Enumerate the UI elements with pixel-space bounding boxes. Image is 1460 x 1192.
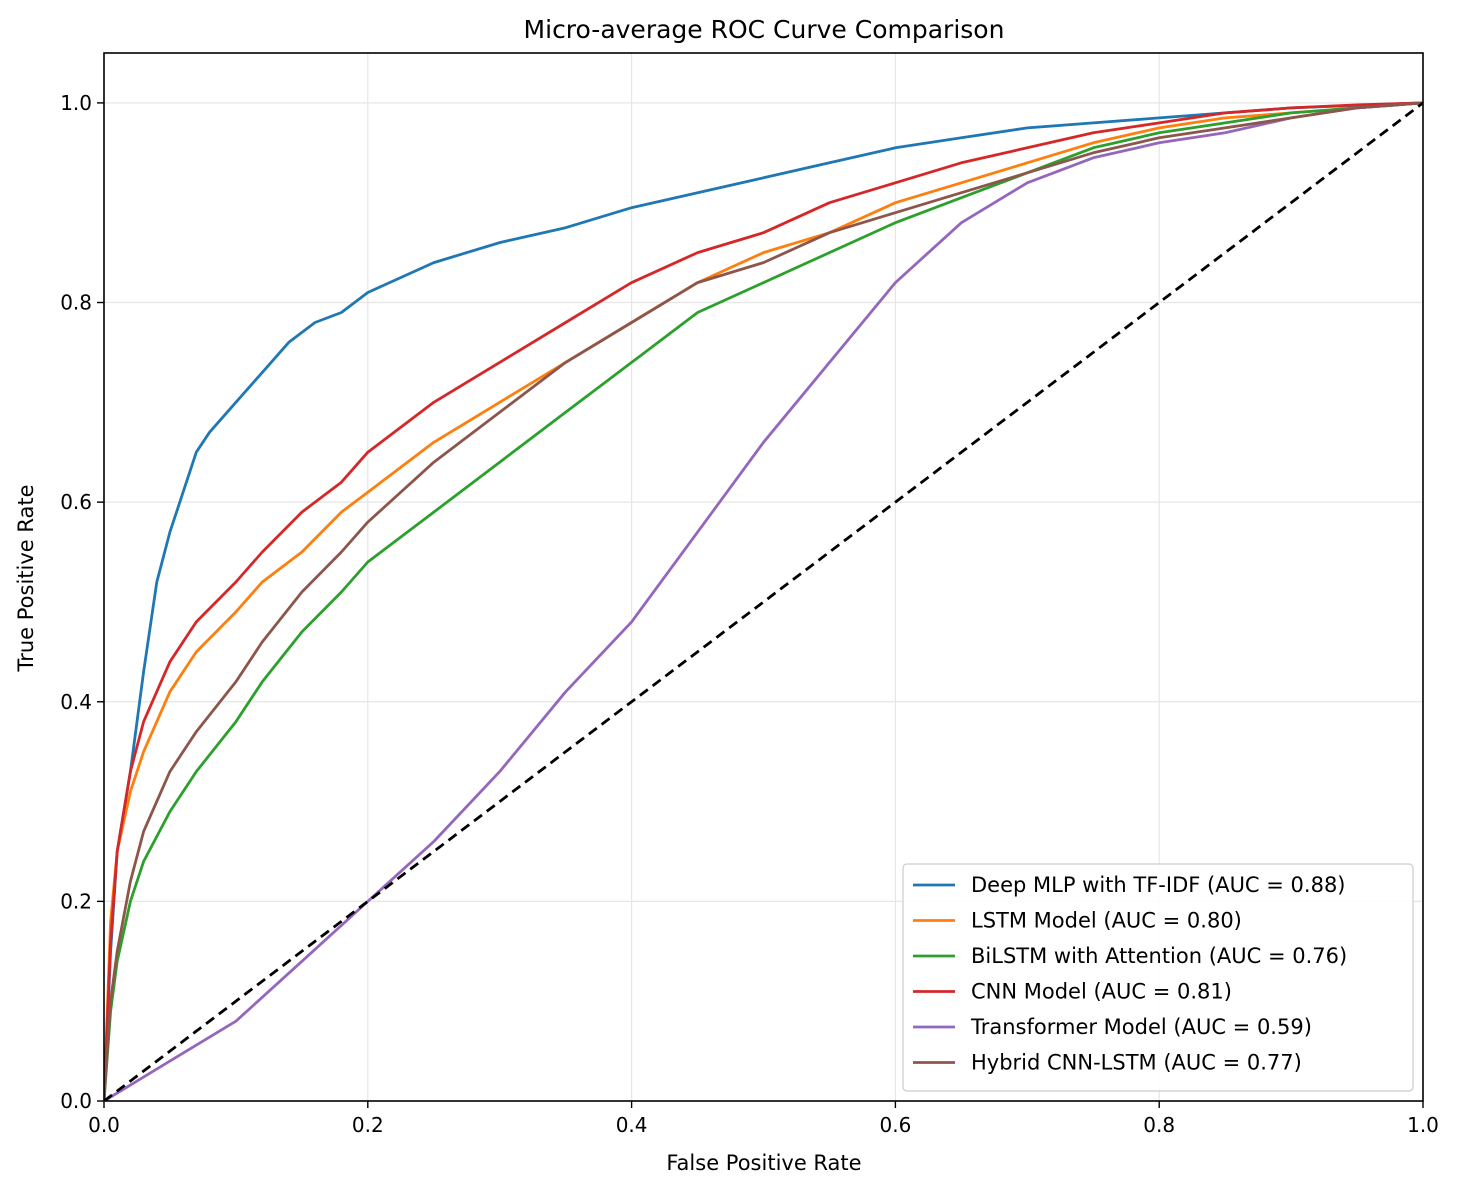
x-tick-label: 0.0 xyxy=(88,1113,120,1137)
axes-layer: 0.0 0.2 0.4 0.6 0.8 1.0 0.0 0.2 0.4 0.6 0.8 1.0 xyxy=(60,52,1439,1137)
x-axis-label: False Positive Rate xyxy=(666,1151,861,1175)
chart-title: Micro-average ROC Curve Comparison xyxy=(524,15,1005,44)
legend-label: CNN Model (AUC = 0.81) xyxy=(971,980,1232,1004)
legend: Deep MLP with TF-IDF (AUC = 0.88) LSTM Mo… xyxy=(902,863,1414,1092)
y-tick-label: 0.4 xyxy=(60,690,92,714)
y-tick-label: 0.0 xyxy=(60,1089,92,1113)
series-line-4 xyxy=(104,101,1423,1101)
series-line-6 xyxy=(104,101,1423,1101)
legend-label: Deep MLP with TF-IDF (AUC = 0.88) xyxy=(971,873,1346,897)
series-layer xyxy=(104,101,1423,1101)
series-line-1 xyxy=(104,101,1423,1101)
diagonal-reference-line xyxy=(104,101,1423,1101)
legend-label: Hybrid CNN-LSTM (AUC = 0.77) xyxy=(971,1051,1302,1075)
grid-lines xyxy=(103,53,1424,1102)
y-tick-label: 0.6 xyxy=(60,490,92,514)
y-tick-label: 1.0 xyxy=(60,91,92,115)
x-tick-label: 0.6 xyxy=(879,1113,911,1137)
y-axis-label: True Positive Rate xyxy=(14,484,38,672)
series-line-3 xyxy=(104,101,1423,1101)
series-line-2 xyxy=(104,101,1423,1101)
legend-box xyxy=(902,863,1414,1092)
y-tick-label: 0.8 xyxy=(60,291,92,315)
x-tick-label: 0.4 xyxy=(616,1113,648,1137)
legend-label: LSTM Model (AUC = 0.80) xyxy=(971,909,1242,933)
legend-label: Transformer Model (AUC = 0.59) xyxy=(970,1015,1312,1039)
series-line-5 xyxy=(104,101,1423,1101)
plot-frame xyxy=(103,52,1424,1102)
x-tick-label: 1.0 xyxy=(1407,1113,1439,1137)
x-tick-label: 0.2 xyxy=(352,1113,384,1137)
y-tick-label: 0.2 xyxy=(60,889,92,913)
legend-label: BiLSTM with Attention (AUC = 0.76) xyxy=(971,944,1347,968)
x-tick-label: 0.8 xyxy=(1143,1113,1175,1137)
